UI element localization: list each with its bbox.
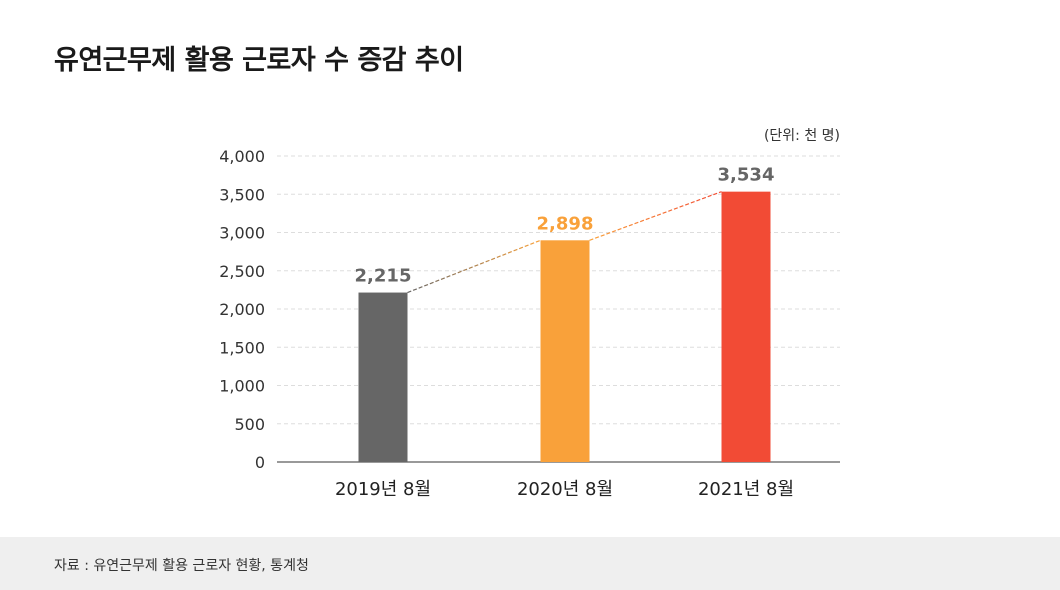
y-tick-label: 500 xyxy=(234,415,265,434)
x-tick-label: 2020년 8월 xyxy=(517,479,613,500)
footer: 자료 : 유연근무제 활용 근로자 현황, 통계청 xyxy=(0,537,1060,590)
bar xyxy=(358,292,408,462)
x-tick-label: 2019년 8월 xyxy=(335,479,431,500)
data-label: 3,534 xyxy=(718,165,775,186)
trend-line xyxy=(589,191,722,241)
data-label: 2,898 xyxy=(537,213,594,234)
y-tick-label: 1,000 xyxy=(219,377,265,396)
y-tick-label: 2,500 xyxy=(219,262,265,281)
y-tick-label: 2,000 xyxy=(219,300,265,319)
y-tick-label: 3,000 xyxy=(219,224,265,243)
data-label: 2,215 xyxy=(355,266,412,287)
bar xyxy=(540,240,590,462)
bar xyxy=(721,191,771,463)
source-note: 자료 : 유연근무제 활용 근로자 현황, 통계청 xyxy=(54,558,309,574)
y-tick-label: 0 xyxy=(255,453,265,472)
bar-chart: (단위: 천 명) 0 500 1,000 1,500 2,000 2,500 3,000 3… xyxy=(219,128,840,500)
unit-label: (단위: 천 명) xyxy=(764,128,840,144)
y-tick-label: 1,500 xyxy=(219,338,265,357)
trend-line xyxy=(407,239,541,294)
chart-title: 유연근무제 활용 근로자 수 증감 추이 xyxy=(54,45,464,76)
y-tick-label: 3,500 xyxy=(219,185,265,204)
y-tick-label: 4,000 xyxy=(219,147,265,166)
x-tick-label: 2021년 8월 xyxy=(698,479,794,500)
